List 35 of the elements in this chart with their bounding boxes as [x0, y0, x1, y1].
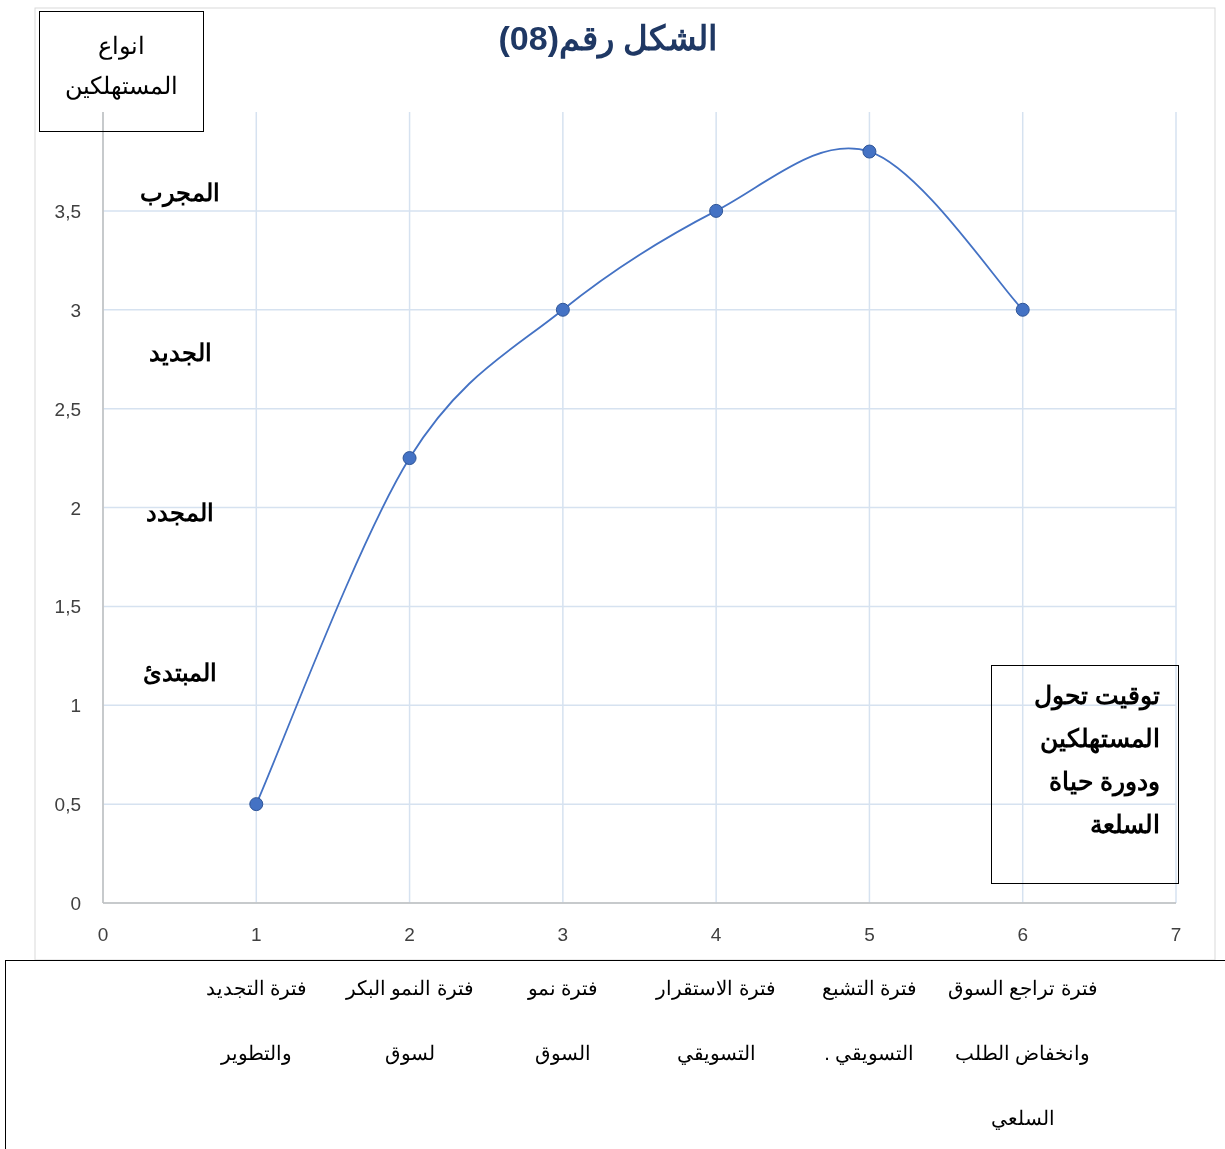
x-tick-label: 2: [404, 924, 415, 945]
y-tick-label: 3: [70, 299, 81, 321]
text: فترة الاستقرار التسويقي: [656, 977, 776, 1064]
annotation: الجديد: [148, 339, 212, 367]
x-tick-label: 1: [251, 924, 262, 945]
annotation: المبتدئ: [143, 659, 217, 687]
text: فترة نمو السوق: [527, 977, 599, 1064]
point: [862, 144, 877, 159]
y-tick-label: 1: [70, 695, 81, 717]
y-tick-label: 2,5: [54, 398, 81, 420]
text: فترة تراجع السوق وانخفاض الطلب السلعي: [947, 977, 1098, 1129]
x-tick-label: 5: [864, 924, 875, 945]
point: [709, 203, 724, 218]
point: [555, 302, 570, 317]
y-tick-label: 3,5: [54, 200, 81, 222]
x-tick-label: 6: [1017, 924, 1028, 945]
point: [249, 797, 264, 812]
point: [1015, 302, 1030, 317]
y-tick-label: 0,5: [54, 794, 81, 816]
chart-title: الشكل رقم(08): [498, 19, 718, 59]
x-tick-label: 3: [557, 924, 569, 945]
text: فترة النمو البكر لسوق: [345, 977, 474, 1064]
annotation: المجدد: [146, 499, 214, 527]
y-tick-label: 2: [70, 497, 81, 519]
point: [402, 451, 417, 466]
x-tick-label: 7: [1170, 924, 1182, 945]
text: فترة التشبع التسويقي .: [821, 977, 918, 1064]
y-tick-label: 0: [70, 893, 81, 914]
y-tick-label: 1,5: [54, 596, 81, 618]
text: فترة التجديد والتطوير: [205, 977, 308, 1064]
x-tick-label: 4: [710, 924, 722, 945]
x-tick-label: 0: [97, 924, 109, 945]
annotation: المجرب: [140, 179, 220, 207]
x-axis-title: توقيت تحول المستهلكين ودورة حياة السلعة: [991, 665, 1179, 884]
y-axis-title: انواع المستهلكين: [39, 11, 204, 132]
